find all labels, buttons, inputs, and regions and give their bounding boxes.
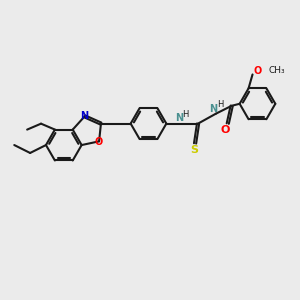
Text: O: O <box>254 65 262 76</box>
Text: CH₃: CH₃ <box>268 66 285 75</box>
Text: N: N <box>209 104 217 114</box>
Text: N: N <box>81 111 89 121</box>
Text: O: O <box>220 124 230 134</box>
Text: O: O <box>95 137 103 147</box>
Text: H: H <box>217 100 223 109</box>
Text: N: N <box>175 113 183 123</box>
Text: H: H <box>182 110 188 119</box>
Text: S: S <box>190 146 198 155</box>
